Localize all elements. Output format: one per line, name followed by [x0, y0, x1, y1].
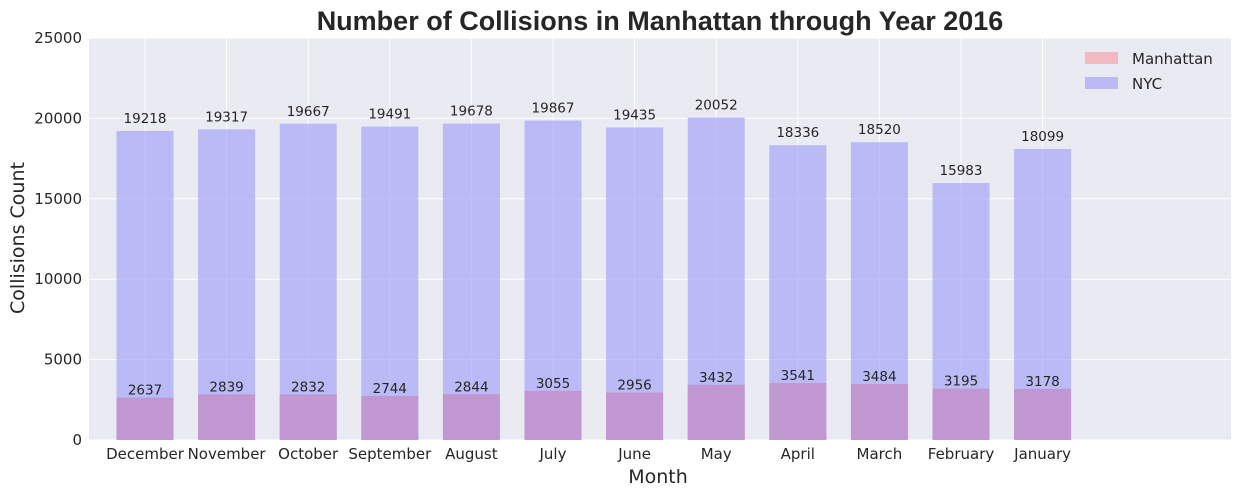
y-tick-label: 10000 — [34, 270, 82, 288]
bar-manhattan — [1014, 388, 1072, 440]
bar-manhattan — [198, 394, 256, 440]
x-tick-label: September — [348, 445, 432, 463]
data-label-manhattan: 3195 — [944, 374, 978, 390]
data-label-manhattan: 2839 — [209, 379, 243, 395]
bar-manhattan — [850, 383, 908, 440]
bar-manhattan — [279, 394, 337, 440]
x-tick-label: July — [539, 445, 567, 463]
x-tick-label: May — [701, 445, 732, 463]
bar-manhattan — [932, 388, 990, 440]
bar-manhattan — [606, 392, 664, 440]
legend: Manhattan NYC — [1085, 50, 1213, 93]
data-labels: 19218 2637 19317 2839 19667 2832 19491 2744 1967… — [124, 98, 1065, 399]
bar-manhattan — [442, 394, 500, 440]
bar-nyc — [198, 129, 256, 441]
x-tick-label: March — [857, 445, 903, 463]
y-tick-label: 25000 — [34, 29, 82, 47]
data-label-nyc: 19317 — [205, 109, 248, 125]
bar-nyc — [606, 127, 664, 440]
data-label-nyc: 18336 — [776, 125, 819, 141]
x-axis-label: Month — [628, 466, 688, 488]
data-label-nyc: 18099 — [1021, 129, 1064, 145]
bar-nyc — [442, 123, 500, 440]
data-label-manhattan: 2744 — [373, 381, 407, 397]
y-tick-label: 20000 — [34, 109, 82, 127]
x-ticks: December November October September August Ju… — [106, 445, 1071, 463]
data-label-manhattan: 3484 — [862, 369, 896, 385]
data-label-nyc: 19491 — [368, 107, 411, 123]
x-tick-label: November — [188, 445, 267, 463]
data-label-nyc: 19435 — [613, 107, 656, 123]
data-label-manhattan: 3541 — [781, 368, 815, 384]
bar-nyc — [116, 130, 174, 441]
data-label-manhattan: 2832 — [291, 379, 325, 395]
data-label-nyc: 15983 — [940, 163, 983, 179]
legend-label: Manhattan — [1132, 50, 1213, 68]
data-label-manhattan: 2844 — [454, 379, 488, 395]
data-label-nyc: 18520 — [858, 122, 901, 138]
bar-nyc — [361, 126, 419, 440]
x-tick-label: January — [1013, 445, 1071, 463]
y-tick-label: 5000 — [44, 351, 82, 369]
data-label-nyc: 19667 — [287, 104, 330, 120]
data-label-nyc: 20052 — [695, 98, 738, 114]
data-label-manhattan: 3055 — [536, 376, 570, 392]
data-label-nyc: 19867 — [532, 101, 575, 117]
data-label-manhattan: 3432 — [699, 370, 733, 386]
bar-manhattan — [524, 390, 582, 440]
bars — [116, 117, 1072, 441]
bar-nyc — [279, 123, 337, 440]
data-label-manhattan: 2637 — [128, 383, 162, 399]
bar-manhattan — [687, 384, 745, 440]
x-tick-label: April — [781, 445, 815, 463]
data-label-manhattan: 2956 — [617, 377, 651, 393]
chart-title: Number of Collisions in Manhattan throug… — [317, 6, 1004, 36]
x-tick-label: December — [106, 445, 185, 463]
x-tick-label: August — [445, 445, 498, 463]
legend-swatch — [1085, 77, 1118, 89]
bar-nyc — [524, 120, 582, 441]
x-tick-label: October — [278, 445, 339, 463]
bar-manhattan — [116, 397, 174, 440]
x-tick-label: June — [617, 445, 651, 463]
data-label-nyc: 19678 — [450, 104, 493, 120]
y-axis-label: Collisions Count — [7, 162, 29, 314]
x-tick-label: February — [928, 445, 995, 463]
legend-swatch — [1085, 52, 1118, 64]
legend-label: NYC — [1132, 75, 1162, 93]
bar-manhattan — [361, 395, 419, 440]
data-label-nyc: 19218 — [124, 111, 167, 127]
y-tick-label: 15000 — [34, 190, 82, 208]
y-ticks: 0 5000 10000 15000 20000 25000 — [34, 29, 82, 449]
y-tick-label: 0 — [72, 431, 82, 449]
bar-manhattan — [769, 383, 827, 440]
data-label-manhattan: 3178 — [1025, 374, 1059, 390]
